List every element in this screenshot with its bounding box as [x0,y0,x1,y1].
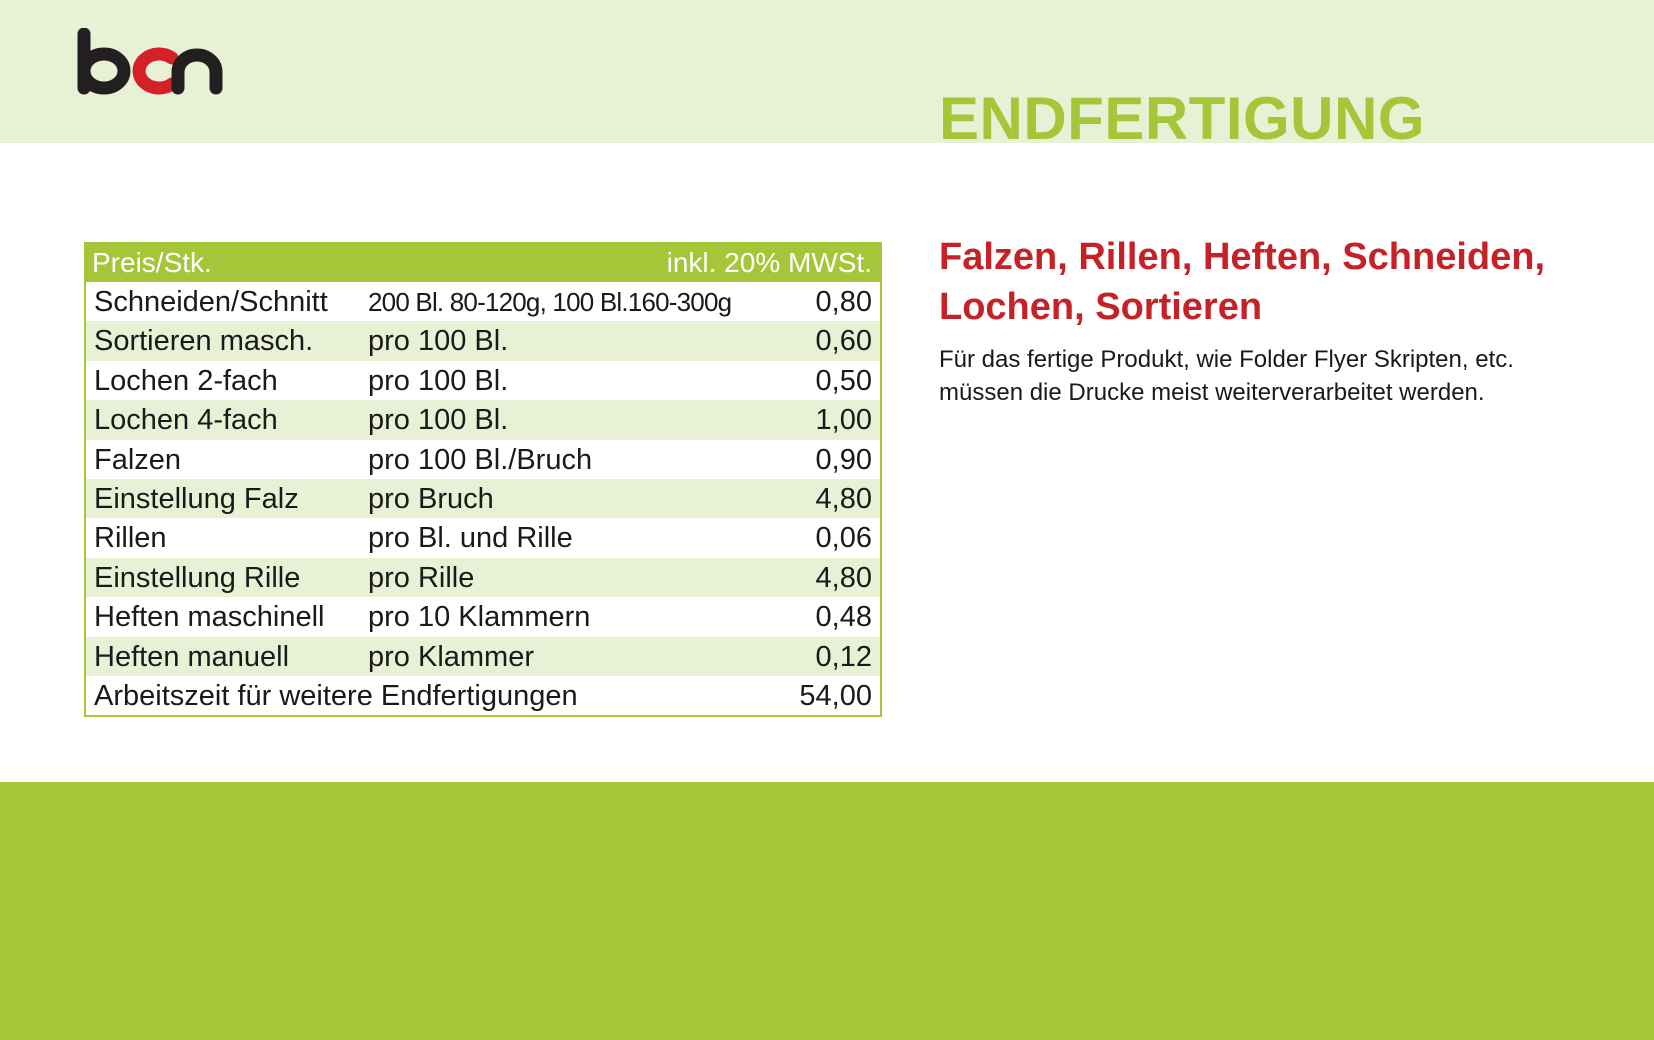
services-heading: Falzen, Rillen, Heften, Schneiden, Loche… [939,232,1599,332]
row-price: 0,80 [815,286,872,318]
row-unit: pro Bl. und Rille [368,522,573,555]
row-unit: pro 10 Klammern [368,601,591,634]
services-heading-line: Falzen, Rillen, Heften, Schneiden, [939,236,1545,278]
description-line: Für das fertige Produkt, wie Folder Flye… [939,346,1514,373]
table-row: Schneiden/Schnitt 200 Bl. 80-120g, 100 B… [86,282,880,321]
row-item: Sortieren masch. [94,325,314,358]
header-band [0,0,1654,143]
bcn-logo [74,28,224,98]
row-price: 1,00 [815,404,872,437]
row-price: 0,60 [815,325,872,358]
table-header: Preis/Stk. inkl. 20% MWSt. [86,244,880,282]
row-item: Falzen [94,443,182,476]
row-price: 0,50 [815,364,872,397]
row-item: Einstellung Falz [94,482,299,515]
footer-band [0,782,1654,1040]
description-line: müssen die Drucke meist weiterverarbeite… [939,379,1485,406]
header-price-label: Preis/Stk. [92,247,212,278]
page-title: ENDFERTIGUNG [939,85,1425,152]
table-row: Rillen pro Bl. und Rille 0,06 [86,518,880,557]
row-price: 54,00 [799,679,872,712]
table-row: Sortieren masch. pro 100 Bl. 0,60 [86,321,880,361]
row-unit: pro 100 Bl. [368,364,509,397]
row-unit: pro Rille [368,561,475,594]
row-price: 0,90 [815,443,872,476]
row-item: Arbeitszeit für weitere Endfertigungen [94,679,578,712]
row-unit: pro 100 Bl. [368,404,509,437]
services-heading-line: Lochen, Sortieren [939,286,1263,328]
row-item: Heften maschinell [94,601,325,634]
row-price: 4,80 [815,482,872,515]
table-row: Lochen 4-fach pro 100 Bl. 1,00 [86,400,880,440]
row-item: Lochen 4-fach [94,404,278,437]
row-item: Schneiden/Schnitt [94,286,328,318]
table-row: Einstellung Rille pro Rille 4,80 [86,557,880,598]
table-row: Falzen pro 100 Bl./Bruch 0,90 [86,440,880,479]
row-item: Lochen 2-fach [94,364,278,397]
table-row: Lochen 2-fach pro 100 Bl. 0,50 [86,361,880,400]
row-item: Einstellung Rille [94,561,301,594]
row-unit: pro 100 Bl. [368,325,509,358]
row-item: Rillen [94,522,167,555]
row-price: 0,06 [815,522,872,555]
services-description: Für das fertige Produkt, wie Folder Flye… [939,343,1619,409]
table-row: Arbeitszeit für weitere Endfertigungen 5… [86,676,880,715]
table-row: Heften maschinell pro 10 Klammern 0,48 [86,597,880,636]
table-row: Heften manuell pro Klammer 0,12 [86,636,880,676]
row-unit: pro Klammer [368,640,534,673]
table-row: Einstellung Falz pro Bruch 4,80 [86,478,880,519]
row-price: 0,12 [815,640,872,673]
row-item: Heften manuell [94,640,290,673]
price-table: Preis/Stk. inkl. 20% MWSt. Schneiden/Sch… [84,242,882,718]
row-unit: pro Bruch [368,482,494,515]
row-unit: 200 Bl. 80-120g, 100 Bl.160-300g [368,287,732,317]
row-price: 0,48 [815,601,872,634]
row-price: 4,80 [815,561,872,594]
header-vat-label: inkl. 20% MWSt. [666,247,872,278]
row-unit: pro 100 Bl./Bruch [368,443,593,476]
